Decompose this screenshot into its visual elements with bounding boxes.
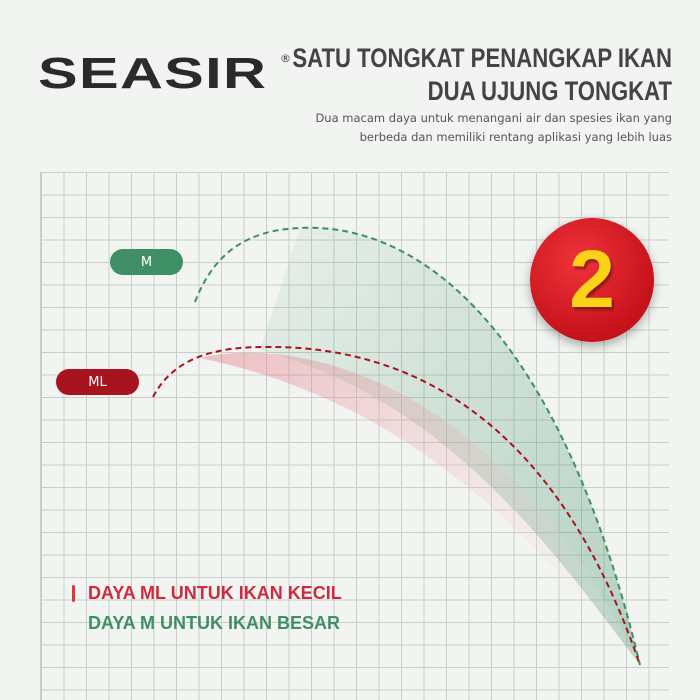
number-badge: 2: [530, 218, 654, 342]
page-title: SATU TONGKAT PENANGKAP IKAN DUA UJUNG TO…: [292, 43, 672, 106]
seasir-logo: SEASIR: [38, 49, 268, 98]
m-legend-text: DAYA M UNTUK IKAN BESAR: [88, 613, 341, 633]
ml-curve-fill: [200, 352, 640, 665]
m-power-label: M: [110, 249, 183, 275]
subtitle: Dua macam daya untuk menangani air dan s…: [315, 111, 672, 144]
marker-bar: [72, 585, 75, 602]
ml-curve: [152, 345, 641, 666]
m-curve: [194, 226, 641, 666]
registered-mark: ®: [280, 52, 291, 65]
ml-power-label: ML: [56, 369, 139, 395]
ml-legend-text: DAYA ML UNTUK IKAN KECIL: [88, 583, 342, 603]
